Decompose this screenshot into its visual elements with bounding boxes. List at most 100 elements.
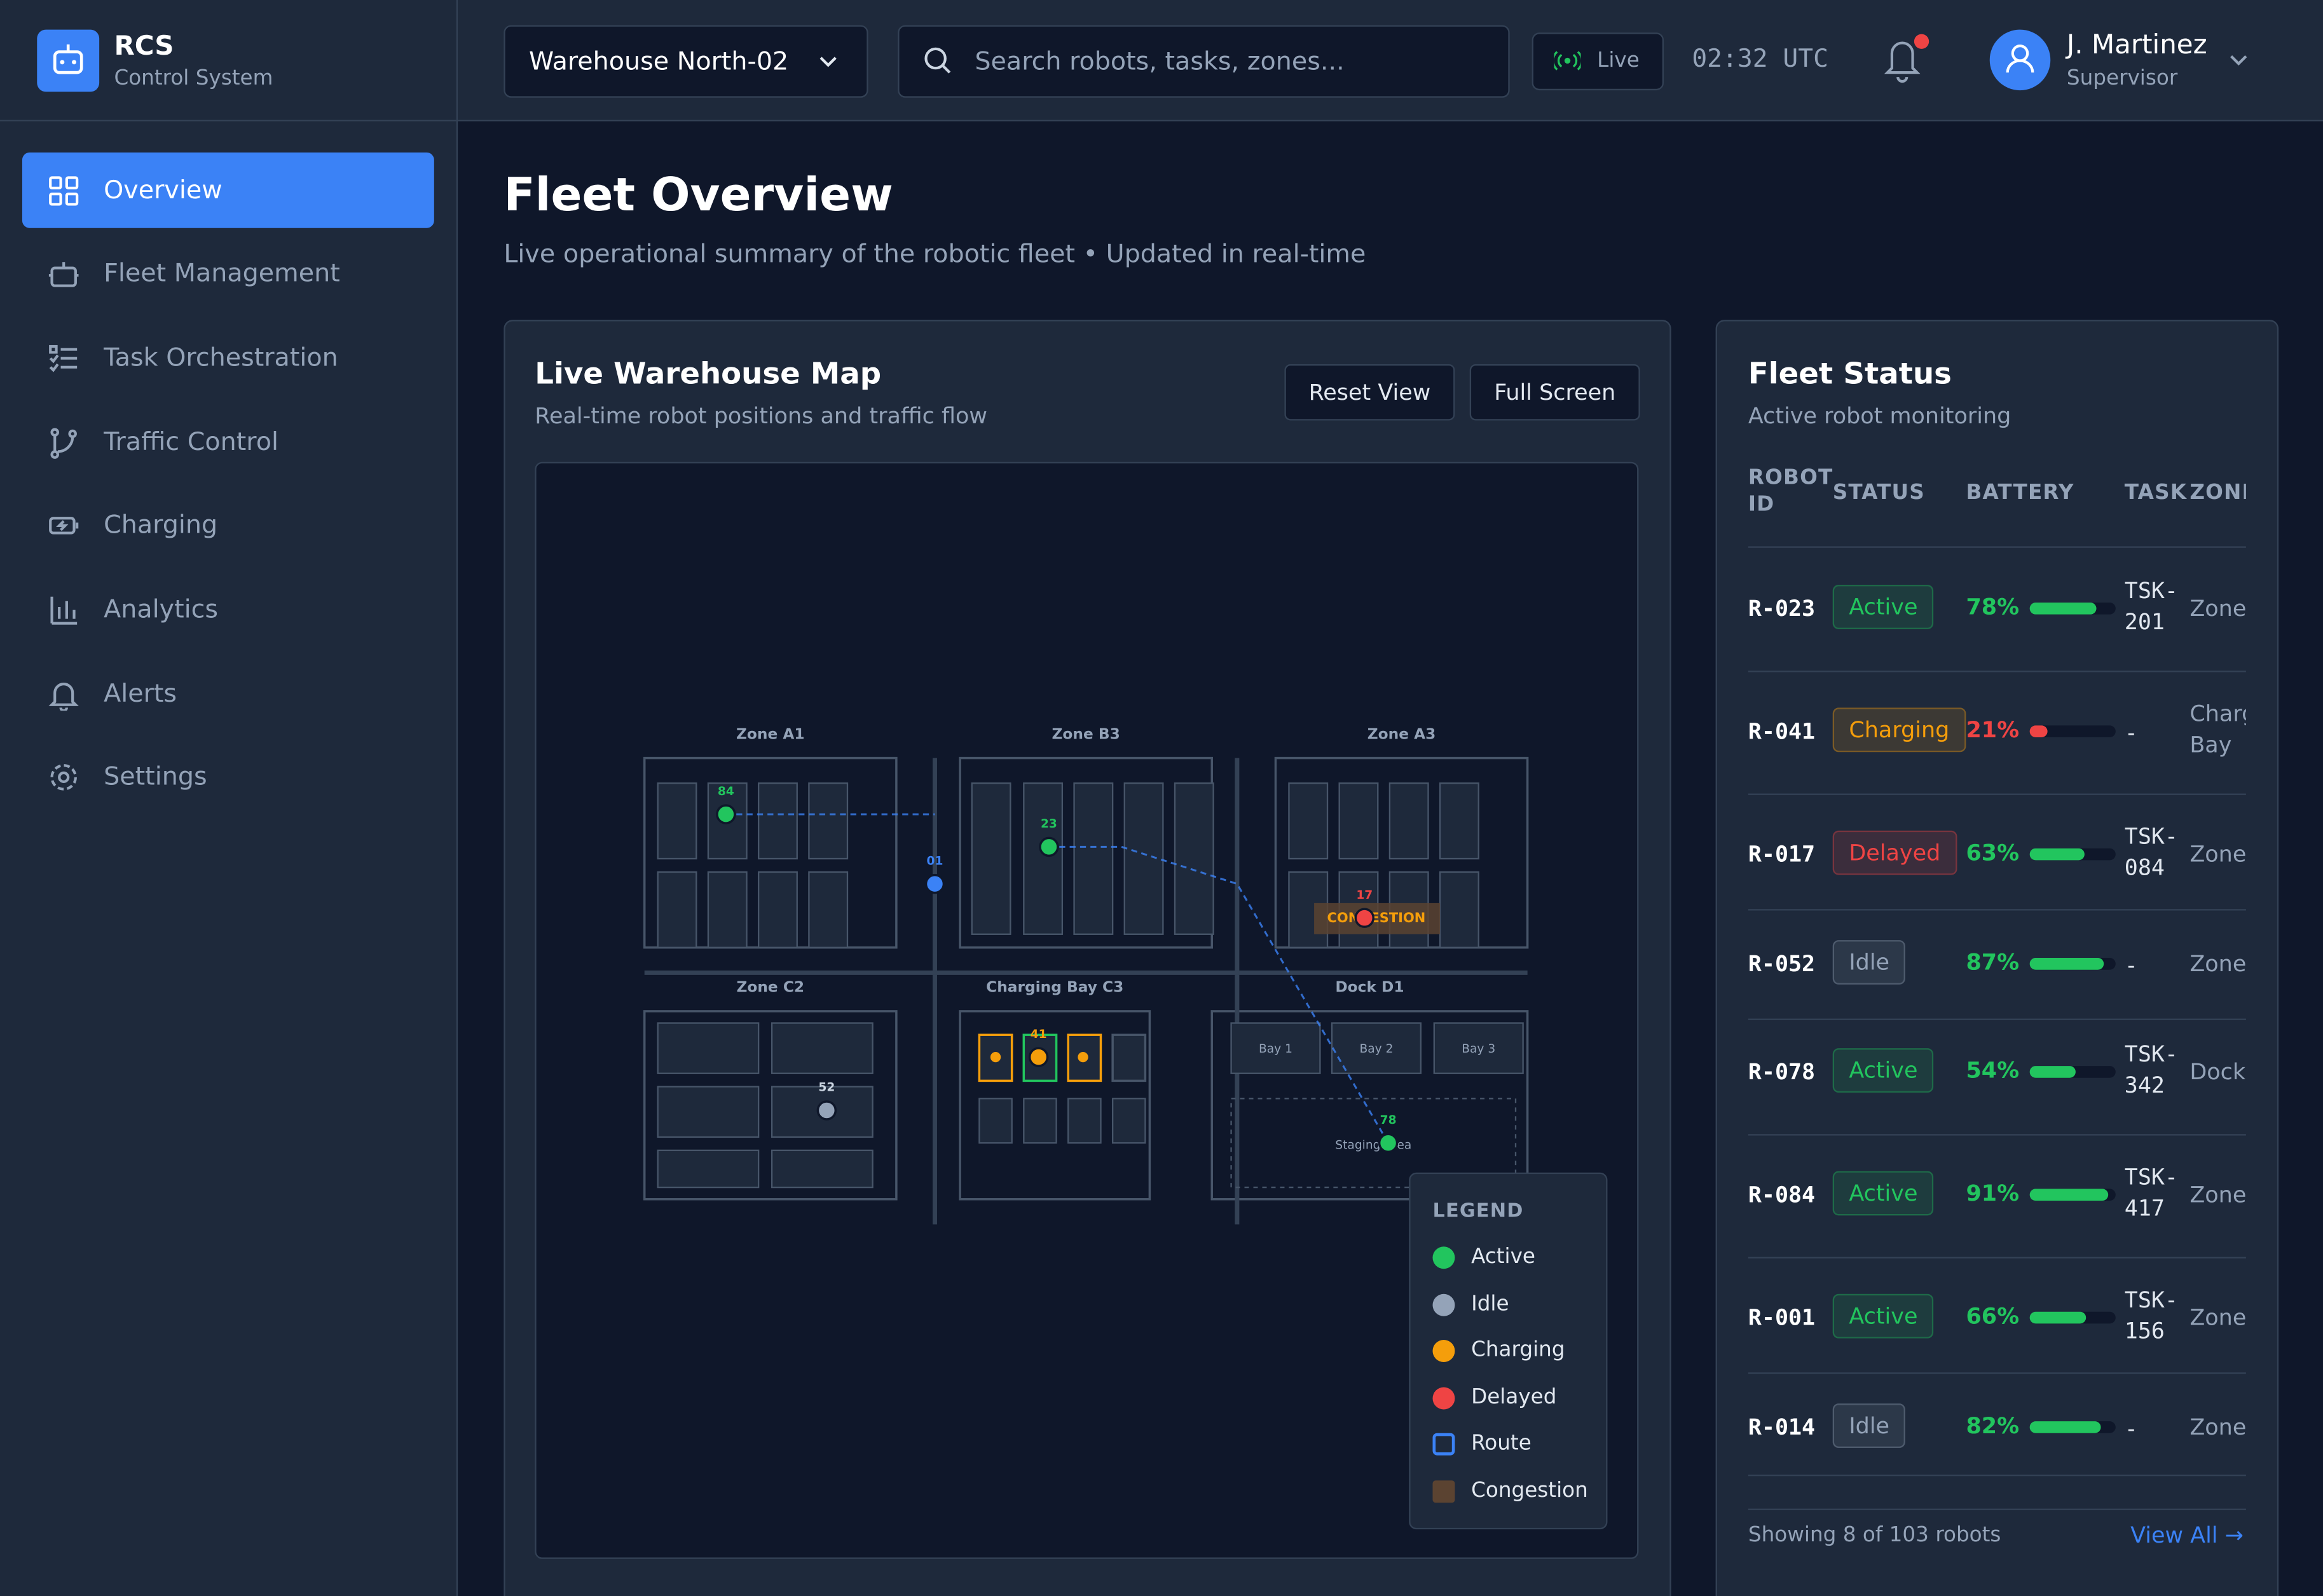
robot [1354,908,1375,928]
table-header: TASK [2124,481,2188,505]
map-legend: LEGEND Active Idle Charging Delayed Route Con… [1409,1172,1608,1530]
battery-label: 54% [1966,1057,2020,1084]
battery-bar [2029,848,2084,861]
status-badge: Active [1832,585,1935,629]
battery-bar [2029,725,2048,737]
user-name: J. Martinez [2066,29,2207,61]
shelf [1388,782,1429,860]
shelf [1123,782,1164,935]
charger [978,1098,1013,1144]
row-divider [1748,1372,2246,1374]
battery-bar [2029,1421,2100,1433]
shelf [808,871,849,948]
robot-label: 52 [818,1081,835,1095]
nav-label: Task Orchestration [104,343,338,373]
robot-id: R-078 [1748,1058,1816,1086]
bay-label: Bay 2 [1359,1042,1393,1056]
robot-id: R-001 [1748,1304,1816,1332]
sidebar [0,0,458,1596]
robot-id: R-084 [1748,1181,1816,1208]
nav-item[interactable]: Analytics [22,572,434,648]
user-avatar[interactable] [1989,29,2051,91]
zone: Zone B3 [2189,1414,2246,1441]
user-role: Supervisor [2066,66,2178,91]
reset-view-button[interactable]: Reset View [1284,364,1455,421]
charger [1067,1098,1102,1144]
row-divider [1748,1508,2246,1510]
battery-label: 82% [1966,1412,2020,1440]
nav-item[interactable]: Task Orchestration [22,320,434,396]
nav-item[interactable]: Charging [22,488,434,564]
battery-bar [2029,1311,2087,1324]
zone [643,1010,898,1201]
row-divider [1748,1474,2246,1477]
shelf [1174,782,1214,935]
staging-area [1230,1098,1517,1189]
robot-label: 01 [927,854,943,868]
status-badge: Delayed [1832,830,1957,875]
full-screen-button[interactable]: Full Screen [1469,364,1640,421]
table-header: ROBOT ID [1748,466,1833,517]
dock-bay [1433,1022,1524,1074]
battery-track [2029,725,2116,737]
charger [1111,1033,1147,1082]
legend-label: Delayed [1471,1385,1557,1410]
zone-label: Charging Bay C3 [986,979,1123,996]
nav-item[interactable]: Alerts [22,656,434,732]
zone: Charging Bay C3 [2189,700,2246,758]
shelf [808,782,849,860]
map-canvas: Zone A1 Zone B3 Zone A3 Zone C2 Charging Bay… [535,461,1639,1559]
congestion-label: CONGESTION [1327,910,1426,925]
table-header: BATTERY [1966,481,2074,505]
nav-label: Traffic Control [104,427,278,457]
bay-label: Bay 1 [1259,1042,1292,1056]
zone: Zone A1 [2189,1181,2246,1208]
shelf [1439,871,1479,948]
warehouse-select[interactable]: Warehouse North-02 [504,25,868,98]
zone: Dock D1 [2189,1058,2246,1086]
user-menu[interactable] [2228,50,2249,71]
nav-label: Alerts [104,679,177,709]
view-all-link[interactable]: View All → [2130,1522,2244,1549]
battery-bar [2029,1189,2108,1201]
legend-title: LEGEND [1432,1201,1524,1224]
legend-swatch [1432,1246,1455,1269]
battery-bar [2029,603,2097,615]
shelf [657,1086,760,1138]
shelf [657,871,697,948]
battery-label: 87% [1966,949,2020,976]
battery-label: 21% [1966,716,2020,744]
row-divider [1748,546,2246,548]
robot [1039,836,1059,857]
search-box[interactable]: Search robots, tasks, zones... [898,25,1510,98]
task-id: TSK-156 [2124,1286,2178,1345]
charger [1111,1098,1146,1144]
live-label: Live [1597,48,1640,73]
robot [816,1100,837,1121]
nav-item[interactable]: Overview [22,152,434,228]
battery-label: 78% [1966,594,2020,620]
notifications[interactable] [1882,32,1932,83]
legend-swatch [1432,1293,1455,1316]
charger [1023,1098,1057,1144]
table-header: ZONE [2189,481,2246,505]
robot [1028,1047,1049,1067]
table-header: STATUS [1832,481,1925,505]
warehouse-name: Warehouse North-02 [528,47,789,78]
robot-label: 84 [718,785,734,798]
shelf [657,1022,760,1074]
nav-item[interactable]: Settings [22,740,434,815]
map-subtitle: Real-time robot positions and traffic fl… [535,402,987,430]
row-divider [1748,670,2246,672]
nav-item[interactable]: Traffic Control [22,404,434,480]
zone: Zone A1 [2189,595,2246,622]
zone: Zone C2 [2189,950,2246,978]
nav-label: Charging [104,511,218,541]
task-id: TSK-417 [2124,1163,2178,1222]
task-id: TSK-342 [2124,1040,2178,1099]
nav-item[interactable]: Fleet Management [22,236,434,312]
status-badge: Charging [1832,707,1966,753]
row-divider [1748,909,2246,911]
